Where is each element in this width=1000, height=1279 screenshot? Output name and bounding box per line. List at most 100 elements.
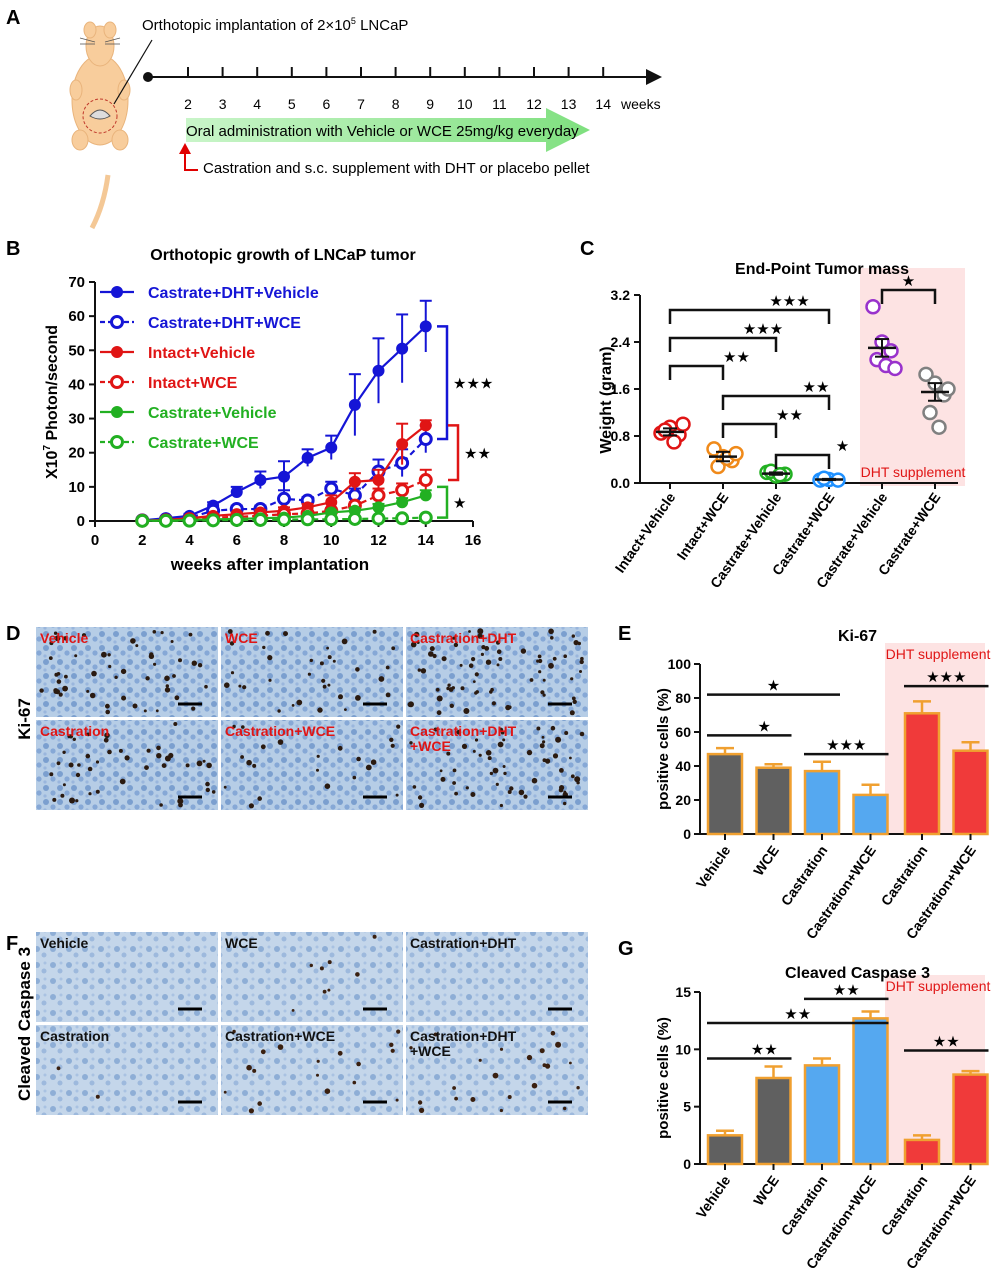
stained-nucleus [53,688,59,693]
stained-nucleus [227,629,233,634]
micrograph-image [406,720,588,810]
stained-nucleus [56,1066,61,1071]
stained-nucleus [480,652,484,657]
stained-nucleus [470,792,476,797]
chart-title: Cleaved Caspase 3 [785,965,930,982]
significance-stars: ★★ [784,1006,811,1023]
chart-title: Orthotopic growth of LNCaP tumor [150,247,415,264]
stained-nucleus [452,636,456,640]
micrograph-image [36,627,218,717]
stained-nucleus [321,678,326,683]
stained-nucleus [118,748,123,753]
stained-nucleus [563,801,567,806]
y-tick-label: 0 [77,513,85,530]
stained-nucleus [572,699,577,704]
stained-nucleus [95,760,100,764]
stained-nucleus [478,1058,482,1062]
y-tick-label: 60 [675,724,691,740]
micrograph-tile: WCE [221,932,403,1022]
stained-nucleus [495,640,501,645]
stained-nucleus [395,1098,399,1102]
stained-nucleus [60,793,65,798]
timeline-tick-label: 2 [184,96,192,112]
stained-nucleus [495,782,499,787]
stained-nucleus [370,759,377,765]
stained-nucleus [416,641,420,644]
data-point [396,496,409,509]
x-tick-label: Castration [778,1173,831,1239]
significance-stars: ★★★ [453,376,493,393]
data-point [300,512,315,527]
y-tick-label: 0.8 [611,428,631,444]
stained-nucleus [492,767,499,774]
stained-nucleus [307,672,311,676]
stained-nucleus [337,745,343,751]
bar [803,769,841,836]
stained-nucleus [257,1101,263,1106]
micrograph-tile: Castration [36,1025,218,1115]
stained-nucleus [502,738,506,742]
stained-nucleus [569,1061,572,1065]
y-axis-label-sup: 7 [42,445,53,451]
stained-nucleus [429,646,435,652]
y-tick-label: 1.6 [611,381,631,397]
timeline-tick-label: 13 [561,96,577,112]
stained-nucleus [332,659,336,663]
stained-nucleus [324,783,331,789]
significance-bracket [668,364,725,380]
legend-label: Castrate+DHT+WCE [148,315,301,332]
stained-nucleus [428,651,434,657]
data-point [135,513,150,528]
stained-nucleus [409,1046,413,1050]
stained-nucleus [579,670,582,673]
stained-nucleus [64,674,68,679]
micrograph-tile: Castration+WCE [221,1025,403,1115]
stained-nucleus [327,655,332,660]
stained-nucleus [435,687,440,692]
stained-nucleus [520,648,527,654]
stained-nucleus [456,729,462,735]
data-point [324,481,339,496]
stained-nucleus [474,691,478,695]
stained-nucleus [558,787,564,793]
data-point [229,512,244,527]
panel-letter-a: A [6,7,20,29]
stained-nucleus [507,790,512,794]
panel-a-timeline: Orthotopic implantation of 2×105 LNCaP 2… [69,16,662,230]
stained-nucleus [67,734,72,739]
stained-nucleus [449,703,454,708]
stained-nucleus [268,678,272,682]
mouse-icon [69,21,131,230]
stained-nucleus [327,960,332,965]
stained-nucleus [503,771,507,776]
stained-nucleus [316,1073,319,1077]
stained-nucleus [550,636,554,640]
stained-nucleus [412,785,417,789]
stained-nucleus [448,687,454,692]
y-tick-label: 20 [68,445,85,462]
stained-nucleus [536,726,541,731]
data-point [418,432,433,447]
panel-letter-g: G [618,938,634,960]
stained-nucleus [555,736,562,743]
stained-nucleus [489,771,494,776]
tile-label: Castration+DHT [410,630,517,646]
stained-nucleus [316,1059,320,1063]
legend-label: Intact+WCE [148,375,238,392]
significance-stars: ★★ [464,446,491,463]
stained-nucleus [484,646,490,651]
stained-nucleus [172,674,176,678]
stained-nucleus [436,710,442,716]
stained-nucleus [559,768,564,773]
stained-nucleus [498,727,504,733]
significance-stars: ★★ [933,1033,960,1050]
x-tick-label: 8 [280,532,288,549]
stained-nucleus [433,727,438,732]
data-point [419,419,432,432]
stained-nucleus [143,709,147,713]
stained-nucleus [178,802,183,808]
stained-nucleus [570,677,574,681]
stained-nucleus [68,762,74,768]
bar [952,749,989,836]
stained-nucleus [538,670,542,674]
